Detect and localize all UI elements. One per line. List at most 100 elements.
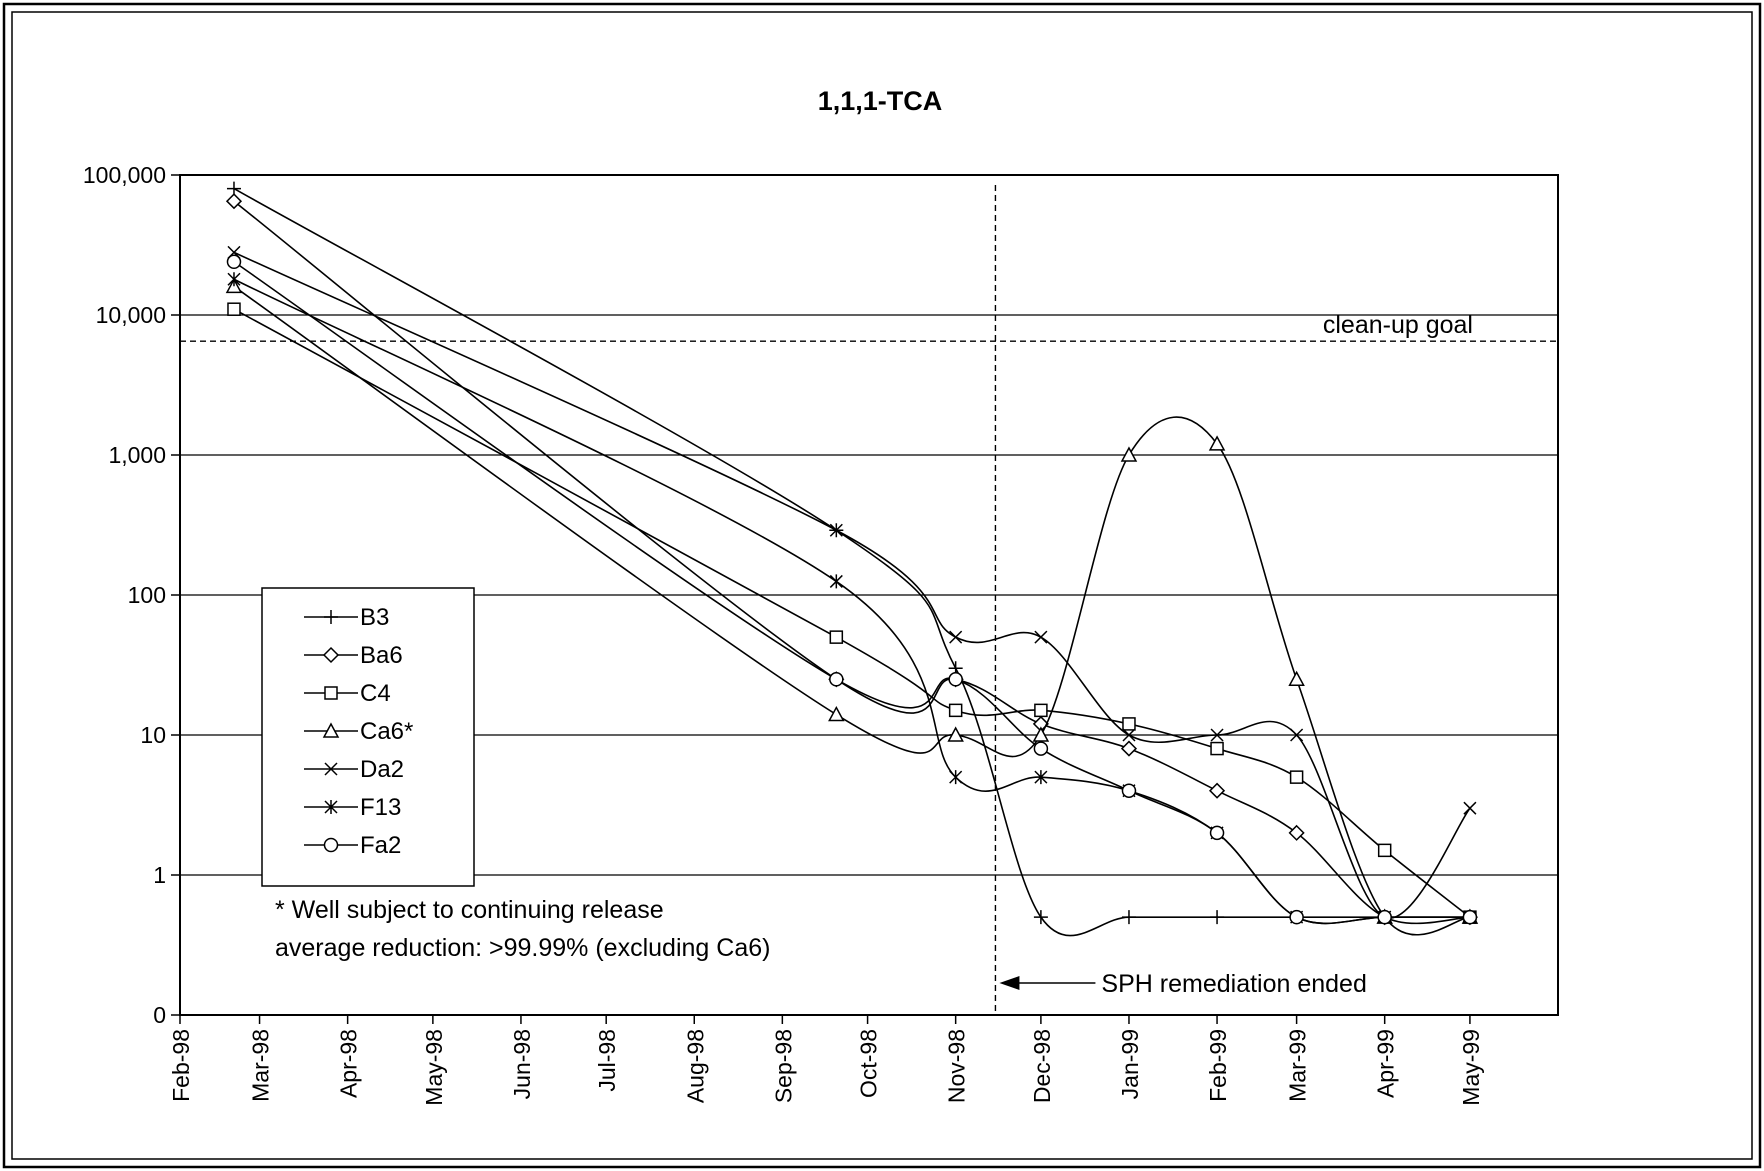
data-point-f13	[829, 574, 843, 589]
sph-arrow-head	[999, 976, 1020, 990]
data-point-b3	[1121, 910, 1136, 925]
legend-marker-f13	[324, 800, 338, 814]
legend-label: Da2	[360, 756, 404, 783]
series-line-b3	[233, 187, 1470, 937]
series-fa2	[226, 254, 1478, 925]
series-layer	[225, 181, 1479, 937]
data-point-da2	[1290, 728, 1304, 742]
chart-title: 1,1,1-TCA	[818, 86, 943, 116]
data-point-fa2	[1289, 909, 1304, 925]
x-tick-label: Nov-98	[944, 1029, 970, 1103]
series-line-c4	[233, 308, 1471, 918]
inner-border	[11, 11, 1753, 1160]
data-point-c4	[1122, 717, 1136, 731]
x-tick-label: Oct-98	[856, 1029, 882, 1098]
y-tick-label: 10,000	[96, 302, 166, 328]
data-point-c4	[1210, 741, 1224, 756]
legend-label: Ca6*	[360, 718, 413, 745]
data-point-f13	[227, 272, 241, 287]
legend-item-fa2: Fa2	[304, 832, 401, 859]
data-point-fa2	[829, 672, 844, 687]
legend-item-ba6: Ba6	[304, 642, 403, 669]
x-tick-label: Apr-99	[1373, 1029, 1399, 1098]
data-point-da2	[829, 523, 843, 537]
data-point-da2	[949, 630, 963, 644]
data-point-fa2	[948, 672, 963, 687]
data-point-ca6	[947, 726, 964, 742]
x-tick-label: Aug-98	[682, 1029, 708, 1103]
data-point-da2	[1122, 728, 1136, 742]
x-tick-label: Feb-99	[1205, 1029, 1231, 1102]
data-point-c4	[1289, 770, 1304, 784]
legend-marker-ca6	[322, 722, 340, 738]
legend-item-b3: B3	[304, 604, 389, 631]
data-point-f13	[949, 770, 963, 785]
reference-lines	[180, 185, 1558, 1015]
data-point-c4	[1034, 703, 1048, 718]
data-point-c4	[948, 703, 963, 718]
legend-box	[261, 587, 475, 887]
legend-label: Ba6	[360, 642, 403, 669]
x-tick-label: Sep-98	[770, 1029, 796, 1103]
series-line-da2	[233, 251, 1471, 919]
legend-marker-b3	[324, 610, 338, 624]
legend-item-da2: Da2	[304, 756, 404, 783]
x-tick-label: Jan-99	[1117, 1029, 1143, 1099]
legend-marker-fa2	[323, 837, 339, 853]
y-tick-label: 1	[153, 862, 166, 888]
data-point-fa2	[1377, 909, 1392, 925]
legend-item-ca6: Ca6*	[304, 718, 413, 745]
data-point-ca6	[1120, 446, 1138, 462]
y-tick-label: 100	[128, 582, 166, 608]
legend-label: Fa2	[360, 832, 401, 859]
legend-label: F13	[360, 794, 401, 821]
legend-marker-da2	[324, 762, 338, 776]
data-point-ca6	[1208, 435, 1226, 451]
legend-item-c4: C4	[304, 680, 391, 707]
data-point-ba6	[1288, 824, 1305, 841]
x-tick-label: May-99	[1458, 1029, 1484, 1106]
x-tick-label: Mar-99	[1285, 1029, 1311, 1102]
data-point-fa2	[1033, 741, 1049, 756]
x-tick-label: May-98	[421, 1029, 447, 1106]
data-point-ba6	[1208, 782, 1226, 799]
series-da2	[227, 245, 1477, 924]
y-axis-ticks: 0 1 10 100 1,000 10,000 100,000	[83, 162, 180, 1028]
y-tick-label: 100,000	[83, 162, 166, 188]
legend-label: C4	[360, 680, 391, 707]
data-point-da2	[1463, 801, 1477, 815]
x-tick-label: Jul-98	[594, 1029, 620, 1092]
x-axis-ticks: Feb-98 Mar-98 Apr-98 May-98 Jun-98 Jul-98 Aug-…	[168, 1015, 1484, 1106]
sph-arrow	[999, 976, 1096, 990]
data-point-c4	[829, 630, 844, 644]
x-tick-label: Jun-98	[509, 1029, 535, 1099]
legend-label: B3	[360, 604, 389, 631]
data-point-da2	[1034, 630, 1048, 644]
cleanup-goal-label: clean-up goal	[1323, 311, 1473, 339]
legend: B3 Ba6 C4 Ca6* Da2 F13 Fa2	[261, 587, 475, 887]
y-tick-label: 10	[140, 722, 166, 748]
data-point-c4	[1377, 843, 1392, 858]
x-tick-label: Mar-98	[248, 1029, 274, 1102]
data-point-ca6	[1288, 670, 1305, 687]
average-reduction-note: average reduction: >99.99% (excluding Ca…	[275, 934, 770, 962]
data-point-ca6	[1032, 726, 1050, 742]
footnote-continuing-release: * Well subject to continuing release	[275, 896, 664, 924]
data-point-b3	[1033, 910, 1048, 925]
data-point-fa2	[226, 254, 242, 270]
x-tick-label: Apr-98	[336, 1029, 362, 1098]
legend-marker-ba6	[322, 646, 340, 664]
y-tick-label: 0	[153, 1002, 166, 1028]
data-point-fa2	[1121, 783, 1137, 798]
x-tick-label: Dec-98	[1029, 1029, 1055, 1103]
data-point-c4	[227, 302, 241, 316]
legend-marker-c4	[324, 686, 338, 700]
y-tick-label: 1,000	[108, 442, 166, 468]
legend-item-f13: F13	[304, 794, 401, 821]
data-point-da2	[1210, 728, 1224, 742]
series-line-ca6	[233, 285, 1471, 936]
sph-remediation-label: SPH remediation ended	[1101, 970, 1366, 998]
data-point-ba6	[225, 193, 243, 210]
